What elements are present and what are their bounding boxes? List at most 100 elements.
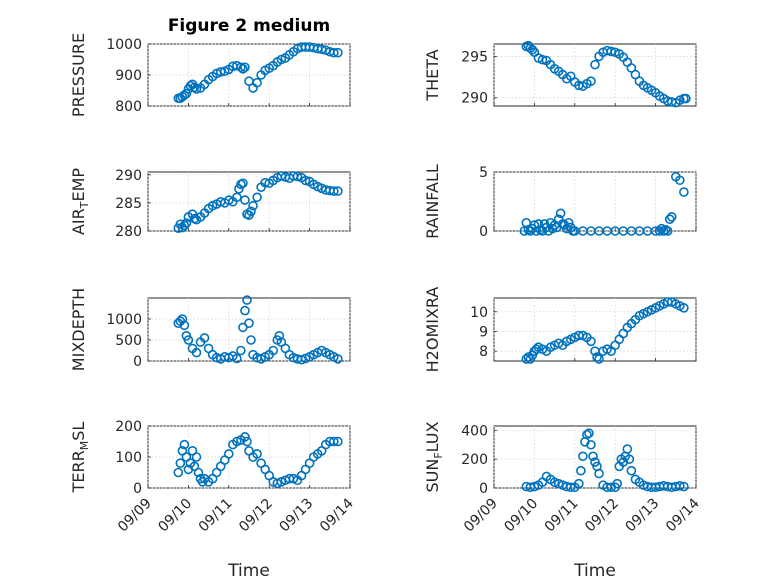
- panel-2-data-point: [681, 93, 691, 104]
- panel-3-y-tick-label: 285: [115, 196, 142, 212]
- panel-8-y-tick-label: 0: [479, 481, 488, 497]
- panel-5-data-point: [236, 345, 246, 356]
- panel-3-data-point: [333, 186, 343, 196]
- panel-3-y-tick-label: 290: [115, 168, 142, 184]
- panel-5-data-point: [179, 320, 190, 331]
- panel-7-data-point: [242, 436, 252, 447]
- panel-5-data-point: [232, 353, 242, 364]
- panel-5-data-point: [177, 314, 188, 324]
- panel-5-data-point: [242, 295, 252, 305]
- panel-4-plot-area: [493, 171, 697, 232]
- panel-7-x-tick-label: 09/13: [277, 496, 317, 536]
- panel-8-y-tick-label: 200: [461, 452, 488, 468]
- panel-4-data-point: [533, 219, 544, 229]
- panel-1-y-axis-label: PRESSURE: [69, 33, 88, 117]
- panel-8-x-tick-label: 09/14: [663, 495, 703, 535]
- panel-7-data-point: [191, 452, 202, 462]
- panel-4-y-tick-label: 0: [479, 224, 488, 240]
- panel-5-y-axis-label: MIXDEPTH: [69, 288, 88, 371]
- panel-1-y-tick-label: 900: [115, 68, 142, 84]
- panel-5-data-point: [244, 318, 254, 329]
- panel-2-data-point: [630, 69, 641, 80]
- panel-8-data-point: [584, 428, 594, 439]
- panel-8-data-point: [574, 478, 584, 489]
- panel-5-data-point: [240, 305, 250, 316]
- panel-4-data-point: [664, 214, 675, 224]
- panel-7-axes: 09/09 09/10 09/11 09/12 09/13 09/14 0 100 200 TER…: [69, 419, 357, 581]
- panel-7-data-point: [252, 449, 262, 459]
- panel-6-data-point: [679, 303, 689, 313]
- panel-8-data-point: [578, 451, 588, 462]
- panel-5-y-tick-label: 1000: [106, 312, 142, 328]
- panel-3-data-point: [292, 171, 303, 182]
- panel-2-data-point: [590, 59, 600, 70]
- panel-4-data-point: [555, 208, 566, 219]
- panel-7-x-axis-label: Time: [227, 561, 270, 581]
- panel-8-data-point: [622, 444, 633, 454]
- panel-3-data-point: [252, 192, 262, 203]
- panel-7-x-tick-label: 09/12: [236, 496, 276, 536]
- panel-1-data-point: [333, 47, 343, 58]
- panel-7-data-point: [224, 449, 234, 459]
- panel-1-data-point: [252, 77, 262, 88]
- panel-7-y-axis-label: TERRMSL: [69, 422, 91, 494]
- panel-7-data-point: [173, 467, 184, 478]
- panel-4-data-point: [679, 187, 689, 197]
- panel-6-data-point: [586, 336, 596, 347]
- panel-4-data-point: [529, 220, 540, 230]
- panel-8-data-point: [565, 482, 576, 493]
- panel-5-data-point: [246, 335, 256, 345]
- panel-5-data-point: [183, 335, 194, 345]
- panel-5-y-tick-label: 500: [115, 333, 142, 349]
- panel-6-y-axis-label: H2OMIXRA: [423, 287, 442, 373]
- panel-7-y-tick-label: 100: [115, 450, 142, 466]
- panel-5-axes: 0 500 1000 MIXDEPTH: [69, 288, 351, 371]
- panel-4-axes: 0 5 RAINFALL: [423, 164, 697, 240]
- panel-1-data-point: [238, 64, 248, 74]
- panel-8-data-point: [624, 454, 635, 464]
- panel-8-data-point: [576, 465, 586, 476]
- panel-7-data-point: [333, 436, 343, 447]
- panel-8-x-tick-label: 09/10: [501, 496, 541, 536]
- panel-8-plot-area: [493, 425, 697, 489]
- panel-1-y-tick-label: 1000: [106, 37, 142, 53]
- panel-4-data-point: [563, 217, 574, 228]
- panel-4-data-point: [662, 226, 673, 236]
- panel-2-y-tick-label: 295: [461, 49, 488, 65]
- panel-6-y-tick-label: 8: [479, 344, 488, 360]
- panel-8-data-point: [675, 481, 685, 491]
- panel-3-y-tick-label: 280: [115, 224, 142, 240]
- panel-8-data-point: [626, 465, 637, 476]
- panel-8-axes: 09/09 09/10 09/11 09/12 09/13 09/14 0 200 400 SUN…: [423, 421, 703, 581]
- panel-5-plot-area: [147, 297, 351, 362]
- panel-8-data-point: [582, 429, 592, 440]
- panel-4-y-axis-label: RAINFALL: [423, 164, 442, 239]
- panel-6-data-point: [594, 354, 604, 364]
- panel-7-data-point: [240, 432, 250, 442]
- panel-1-data-point: [189, 82, 200, 93]
- panel-6-data-point: [531, 344, 542, 354]
- panel-2-axes: 290 295 THETA: [423, 40, 697, 108]
- panel-3-data-point: [238, 178, 248, 189]
- panel-2-data-point: [537, 54, 548, 65]
- panel-3-axes: 280 285 290 AIRTEMP: [69, 168, 351, 240]
- panel-7-data-point: [193, 467, 204, 478]
- panel-6-axes: 8 9 10 H2OMIXRA: [423, 287, 697, 373]
- panel-5-data-point: [199, 333, 210, 343]
- panel-7-data-point: [179, 439, 190, 450]
- panel-1-data-point: [329, 47, 339, 58]
- panel-8-y-axis-label: SUNFLUX: [423, 421, 445, 492]
- panel-7-x-tick-label: 09/14: [317, 495, 357, 535]
- panel-3-data-point: [248, 200, 258, 211]
- panel-6-y-tick-label: 9: [479, 324, 488, 340]
- panel-8-x-tick-label: 09/12: [582, 496, 622, 536]
- panel-3-data-point: [181, 218, 192, 228]
- panel-5-y-tick-label: 0: [133, 354, 142, 370]
- panel-7-x-tick-label: 09/09: [115, 496, 155, 536]
- panel-6-y-tick-label: 10: [470, 305, 488, 321]
- panel-8-data-point: [588, 451, 598, 462]
- panel-1-axes: 800 900 1000 PRESSURE Figure 2 medium: [69, 16, 351, 117]
- panel-3-data-point: [179, 220, 190, 231]
